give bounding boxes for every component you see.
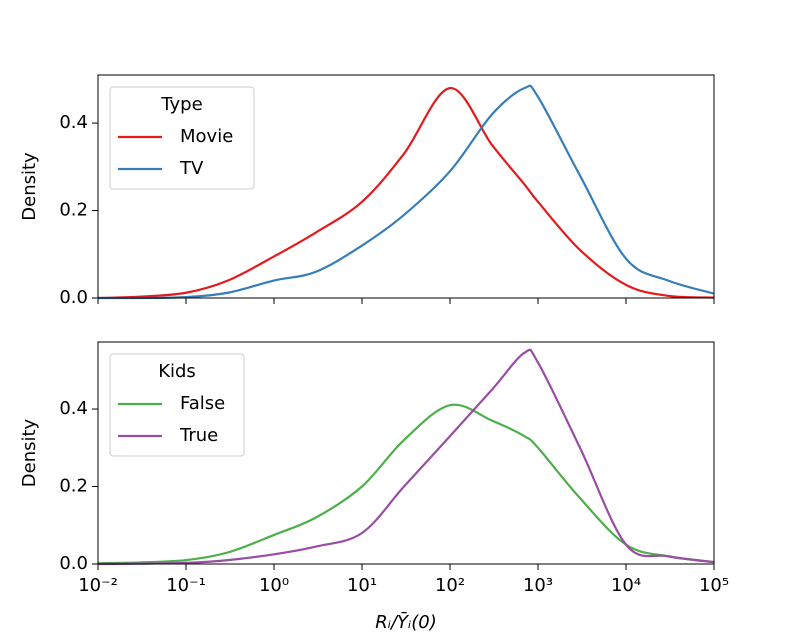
x-tick-label: 10⁵ (699, 575, 729, 596)
x-tick-label: 10⁴ (611, 575, 641, 596)
x-tick-label: 10⁻² (78, 575, 118, 596)
y-tick-label: 0.4 (59, 398, 88, 419)
legend-box (109, 86, 255, 190)
y-tick-label: 0.4 (59, 112, 88, 133)
density-line (97, 348, 715, 566)
y-tick-label: 0.0 (59, 553, 88, 574)
legend-title: Type (160, 94, 202, 115)
y-axis-label: Density (19, 152, 40, 221)
x-tick-label: 10² (435, 575, 465, 596)
density-line (97, 87, 715, 300)
x-axis-label: Rᵢ/Ȳᵢ(0) (375, 611, 437, 633)
legend-label: Movie (180, 126, 233, 147)
legend-label: TV (179, 158, 204, 179)
x-tick-label: 10¹ (347, 575, 377, 596)
x-tick-label: 10³ (523, 575, 553, 596)
x-tick-label: 10⁰ (259, 575, 289, 596)
density-line (97, 84, 715, 300)
y-tick-label: 0.2 (59, 200, 88, 221)
y-axis-label: Density (19, 418, 40, 487)
axes-frame (97, 74, 715, 299)
legend-box (109, 353, 245, 457)
density-line (97, 403, 715, 565)
legend-label: False (180, 393, 225, 414)
legend-label: True (179, 425, 218, 446)
y-tick-label: 0.2 (59, 476, 88, 497)
axes-frame (97, 341, 715, 565)
x-tick-label: 10⁻¹ (166, 575, 206, 596)
y-tick-label: 0.0 (59, 287, 88, 308)
legend-title: Kids (158, 361, 196, 382)
